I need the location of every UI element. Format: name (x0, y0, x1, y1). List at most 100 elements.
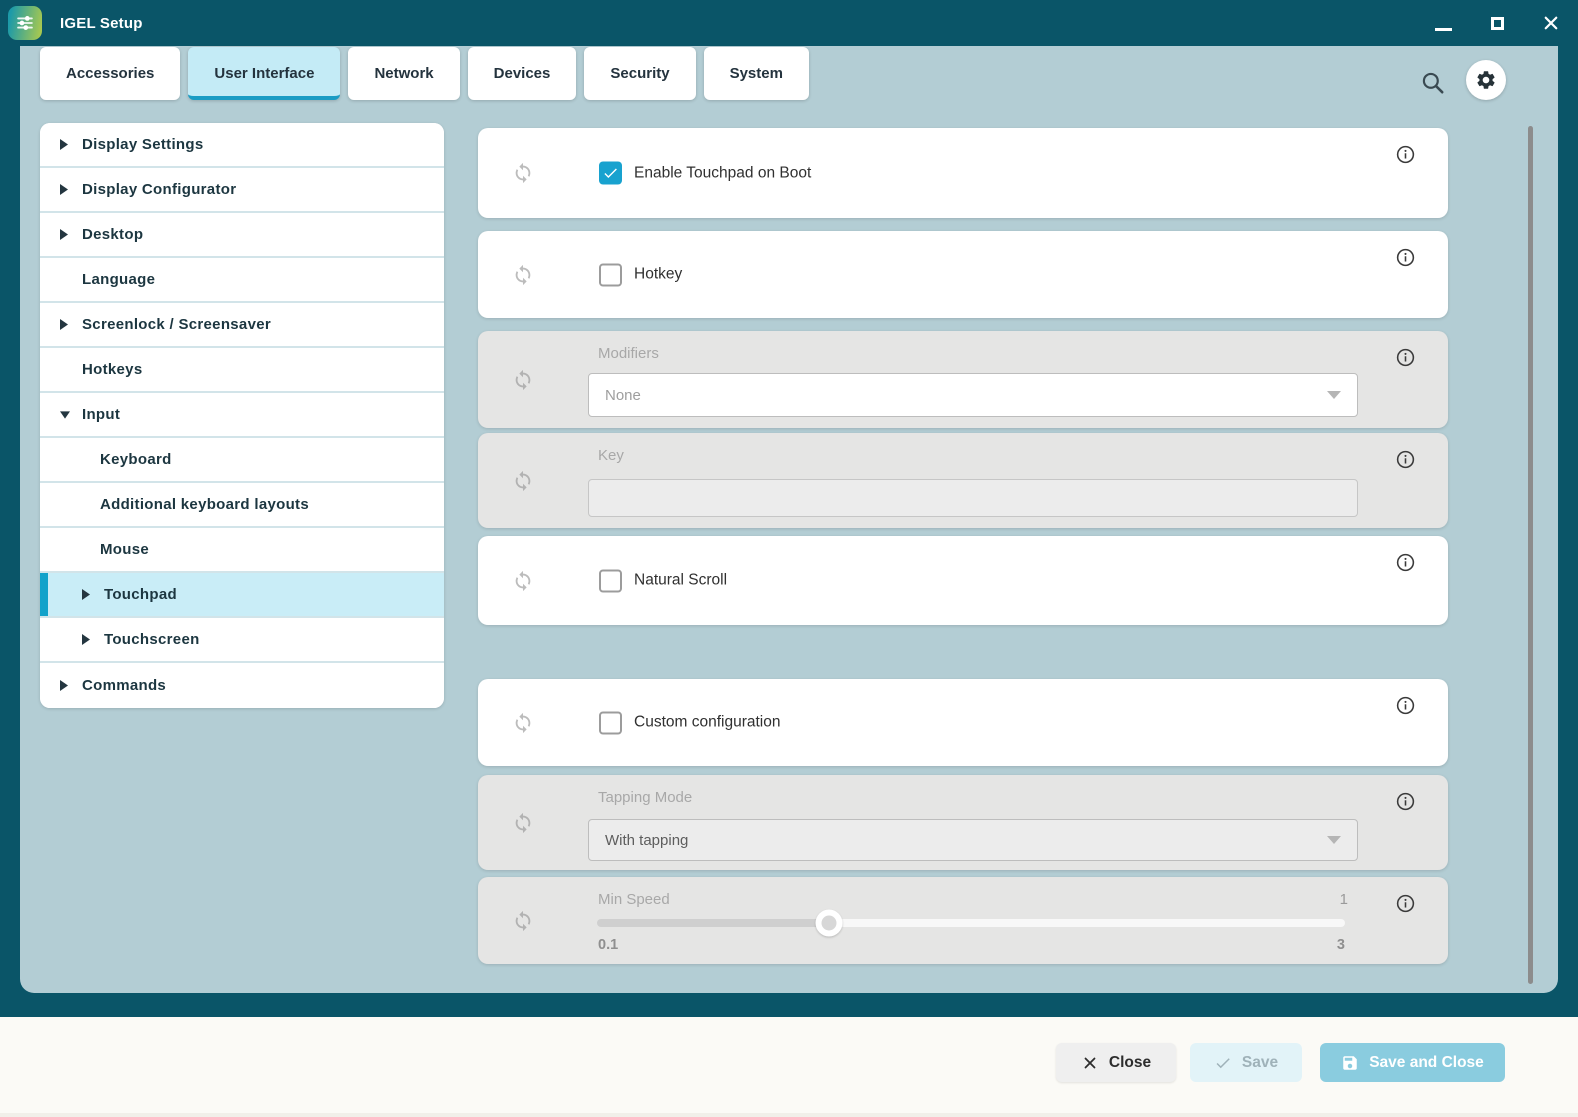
hotkey-checkbox[interactable] (599, 263, 622, 286)
close-x-icon (1084, 1057, 1096, 1068)
reset-to-default-icon (512, 369, 534, 391)
custom-configuration-checkbox[interactable] (599, 711, 622, 734)
reset-to-default-icon[interactable] (512, 162, 534, 184)
sidebar-item-desktop[interactable]: Desktop (40, 213, 444, 258)
sidebar-item-label: Mouse (100, 541, 150, 558)
tab-accessories[interactable]: Accessories (40, 47, 181, 100)
close-button[interactable]: Close (1056, 1043, 1176, 1082)
bottom-strip (0, 1113, 1578, 1117)
slider-min-label: 0.1 (598, 937, 619, 953)
selected-value: With tapping (605, 831, 689, 849)
tab-system[interactable]: System (703, 47, 809, 100)
sidebar-nav: Display Settings Display Configurator De… (40, 123, 444, 708)
info-icon[interactable] (1395, 552, 1416, 573)
tapping-mode-select[interactable]: With tapping (588, 819, 1358, 861)
sidebar-item-label: Display Configurator (82, 181, 237, 198)
checkbox-label: Natural Scroll (634, 571, 728, 589)
sidebar-item-label: Desktop (82, 226, 144, 243)
titlebar: IGEL Setup (0, 0, 1578, 46)
reset-to-default-icon (512, 910, 534, 932)
info-icon[interactable] (1395, 347, 1416, 368)
info-icon[interactable] (1395, 449, 1416, 470)
setup-panel: Accessories User Interface Network Devic… (20, 46, 1558, 993)
info-icon[interactable] (1395, 695, 1416, 716)
save-and-close-button[interactable]: Save and Close (1320, 1043, 1505, 1082)
sidebar-item-screenlock-screensaver[interactable]: Screenlock / Screensaver (40, 303, 444, 348)
close-icon (1544, 16, 1558, 30)
checkbox-label: Custom configuration (634, 713, 781, 731)
tab-user-interface[interactable]: User Interface (188, 47, 341, 100)
tab-security[interactable]: Security (584, 47, 696, 100)
caret-right-icon (82, 589, 92, 600)
info-icon[interactable] (1395, 144, 1416, 165)
sliders-icon (17, 16, 33, 30)
caret-right-icon (60, 184, 70, 195)
info-icon[interactable] (1395, 247, 1416, 268)
sidebar-item-keyboard[interactable]: Keyboard (40, 438, 444, 483)
sidebar-item-label: Commands (82, 677, 167, 694)
sidebar-item-input[interactable]: Input (40, 393, 444, 438)
info-icon[interactable] (1395, 791, 1416, 812)
caret-right-icon (60, 139, 70, 150)
sidebar-item-label: Display Settings (82, 136, 204, 153)
key-input[interactable] (588, 479, 1358, 517)
close-window-button[interactable] (1540, 12, 1562, 34)
minimize-button[interactable] (1432, 12, 1454, 34)
info-icon[interactable] (1395, 893, 1416, 914)
tab-bar: Accessories User Interface Network Devic… (40, 47, 809, 100)
setting-card-modifiers: Modifiers None (478, 331, 1448, 428)
field-label: Min Speed (598, 891, 670, 908)
natural-scroll-checkbox[interactable] (599, 569, 622, 592)
maximize-button[interactable] (1486, 12, 1508, 34)
sidebar-item-display-configurator[interactable]: Display Configurator (40, 168, 444, 213)
sidebar-item-mouse[interactable]: Mouse (40, 528, 444, 573)
sidebar-item-display-settings[interactable]: Display Settings (40, 123, 444, 168)
checkmark-icon (604, 168, 617, 178)
search-icon (1422, 72, 1444, 94)
reset-to-default-icon[interactable] (512, 712, 534, 734)
field-label: Modifiers (598, 345, 659, 362)
sidebar-item-additional-keyboard-layouts[interactable]: Additional keyboard layouts (40, 483, 444, 528)
sidebar-item-commands[interactable]: Commands (40, 663, 444, 708)
chevron-down-icon (1327, 836, 1341, 844)
caret-right-icon (60, 680, 70, 691)
sidebar-item-label: Language (82, 271, 156, 288)
gear-icon (1477, 71, 1495, 89)
chevron-down-icon (1327, 391, 1341, 399)
setting-card-hotkey: Hotkey (478, 231, 1448, 318)
sidebar-item-label: Input (82, 406, 121, 423)
reset-to-default-icon[interactable] (512, 570, 534, 592)
save-button-label: Save (1241, 1053, 1279, 1071)
caret-right-icon (82, 634, 92, 645)
setting-card-custom-configuration: Custom configuration (478, 679, 1448, 766)
selected-value: None (605, 386, 641, 404)
setting-card-natural-scroll: Natural Scroll (478, 536, 1448, 625)
settings-gear-button[interactable] (1466, 60, 1506, 100)
sidebar-item-touchpad[interactable]: Touchpad (40, 573, 444, 618)
sidebar-item-hotkeys[interactable]: Hotkeys (40, 348, 444, 393)
sidebar-item-touchscreen[interactable]: Touchscreen (40, 618, 444, 663)
sidebar-item-language[interactable]: Language (40, 258, 444, 303)
tab-devices[interactable]: Devices (467, 47, 577, 100)
enable-touchpad-checkbox[interactable] (599, 161, 622, 185)
modifiers-select[interactable]: None (588, 373, 1358, 417)
igel-logo-icon (8, 6, 42, 40)
checkbox-label: Hotkey (634, 265, 683, 283)
maximize-icon (1490, 16, 1504, 30)
sidebar-item-label: Keyboard (100, 451, 172, 468)
window-title: IGEL Setup (60, 14, 143, 32)
sidebar-item-label: Additional keyboard layouts (100, 496, 309, 513)
slider-thumb[interactable] (815, 909, 843, 937)
setting-card-key: Key (478, 433, 1448, 528)
setting-card-min-speed: Min Speed 1 0.1 3 (478, 877, 1448, 964)
save-and-close-button-label: Save and Close (1369, 1053, 1484, 1071)
search-button[interactable] (1420, 70, 1446, 96)
window-frame: IGEL Setup Accessories User Interface Ne… (0, 0, 1578, 1017)
tab-network[interactable]: Network (348, 47, 460, 100)
save-button[interactable]: Save (1190, 1043, 1302, 1082)
minimize-icon (1434, 27, 1452, 31)
content-scrollbar[interactable] (1528, 126, 1533, 984)
min-speed-slider[interactable] (597, 909, 1345, 937)
reset-to-default-icon[interactable] (512, 264, 534, 286)
sidebar-item-label: Screenlock / Screensaver (82, 316, 271, 333)
